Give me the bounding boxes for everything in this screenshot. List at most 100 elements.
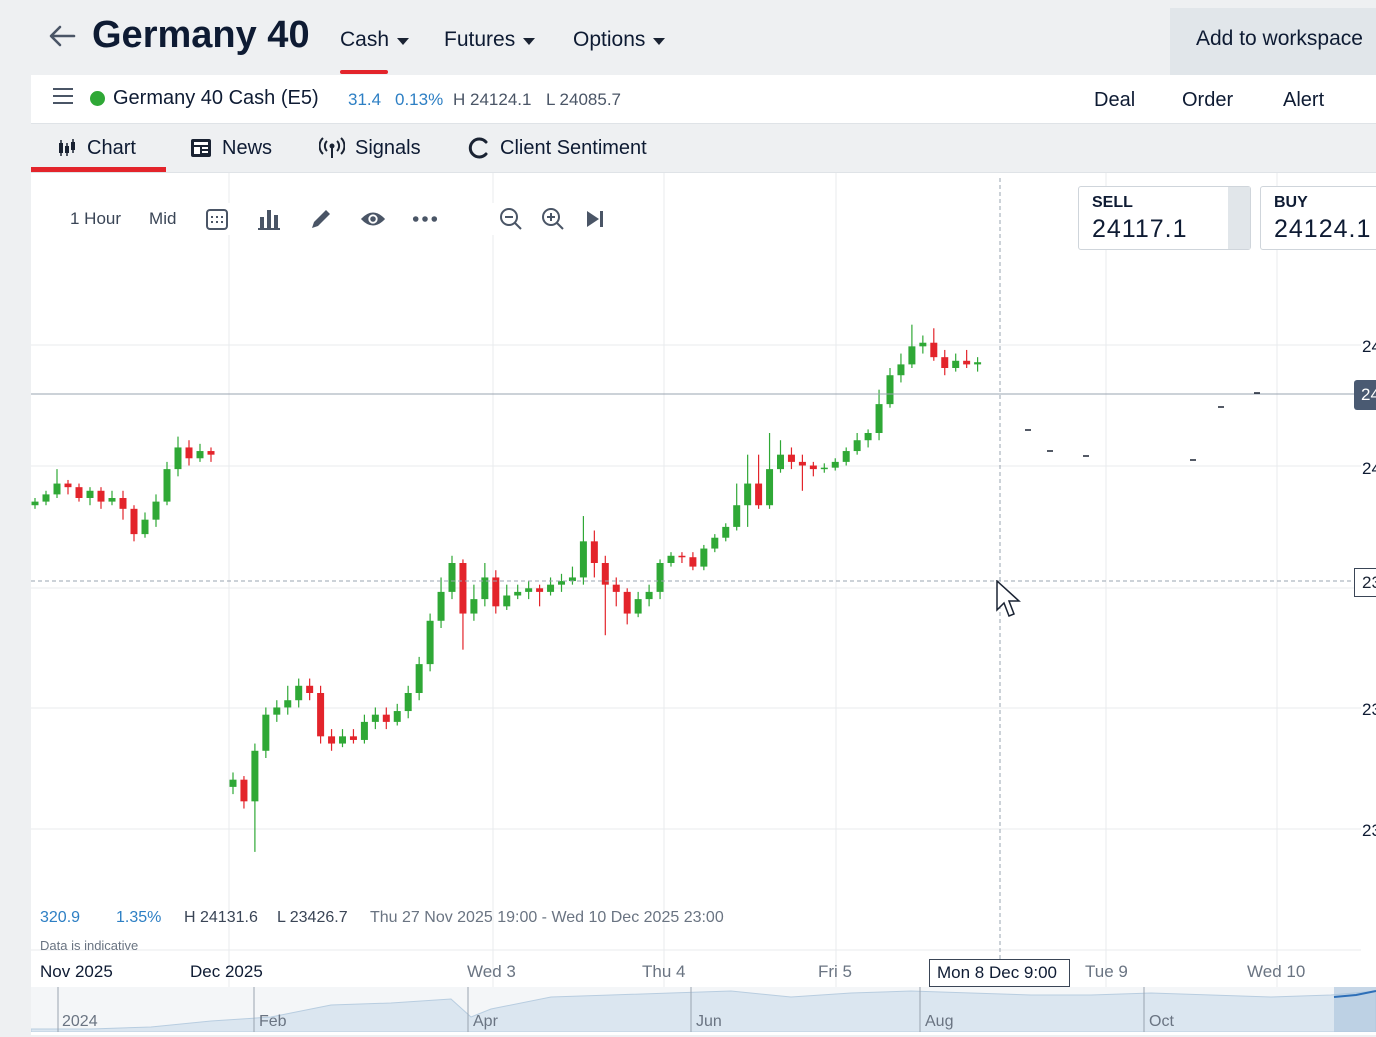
order-button[interactable]: Order: [1182, 89, 1234, 111]
tab-news-label: News: [222, 136, 273, 159]
candle-body: [262, 714, 270, 751]
candle-body: [766, 469, 774, 506]
chevron-down-icon: [653, 37, 666, 45]
tab-signals-label: Signals: [355, 136, 421, 159]
candle-body: [152, 501, 160, 520]
candle-body: [415, 664, 423, 693]
candles-layer: [31, 324, 982, 852]
deal-button[interactable]: Deal: [1094, 89, 1136, 111]
candle-body: [229, 779, 237, 787]
y-axis-label: 24: [1362, 459, 1376, 478]
candles-icon: [59, 139, 75, 156]
candle-body: [525, 588, 533, 592]
tab-cash-indicator: [340, 70, 388, 74]
broadcast-icon: [319, 137, 345, 158]
visibility-eye-icon[interactable]: [360, 206, 386, 232]
candle-body: [163, 469, 171, 502]
candle-body: [426, 620, 434, 665]
instrument-panel: Germany 40 Cash (E5) 31.4 0.13% H 24124.…: [31, 75, 1376, 1035]
candle-body: [185, 447, 193, 459]
candle-body: [820, 467, 828, 470]
jump-to-latest-icon[interactable]: [582, 206, 608, 232]
candle-body: [842, 451, 850, 462]
zoom-out-icon[interactable]: [498, 206, 524, 232]
price-type-select[interactable]: Mid: [149, 209, 177, 228]
candle-body: [108, 498, 116, 502]
candle-body: [678, 555, 686, 558]
candle-body: [251, 750, 259, 802]
navigator-label: Jun: [696, 1013, 722, 1030]
interval-select[interactable]: 1 Hour: [70, 209, 122, 228]
add-to-workspace-button[interactable]: Add to workspace: [1170, 8, 1376, 75]
tab-signals[interactable]: Signals: [319, 124, 421, 172]
candle-body: [963, 360, 971, 365]
candle-body: [831, 461, 839, 468]
navigator-sparkline: [30, 987, 1376, 1033]
calendar-icon[interactable]: [204, 206, 230, 232]
candle-body: [733, 505, 741, 527]
tab-cash[interactable]: Cash: [340, 28, 410, 52]
tab-options[interactable]: Options: [573, 28, 666, 52]
more-options-icon[interactable]: [412, 206, 438, 232]
price-chart[interactable]: 1 Hour Mid: [31, 173, 1376, 988]
chart-type-icon[interactable]: [256, 206, 282, 232]
menu-icon[interactable]: [53, 88, 73, 106]
candle-body: [930, 342, 938, 358]
sell-price: 24117.1: [1092, 215, 1188, 243]
candle-body: [908, 346, 916, 365]
sell-button[interactable]: SELL 24117.1: [1078, 186, 1251, 250]
tab-chart[interactable]: Chart: [57, 124, 136, 172]
candle-body: [273, 707, 281, 715]
price-change-percent: 0.13%: [395, 90, 444, 109]
candle-body: [31, 501, 39, 506]
x-axis-label: Tue 9: [1085, 962, 1128, 981]
range-navigator[interactable]: [30, 987, 1376, 1033]
crosshair-date-label: Mon 8 Dec 9:00: [929, 959, 1070, 987]
candle-body: [196, 451, 204, 459]
navigator-label: Oct: [1149, 1013, 1174, 1030]
range-change-percent: 1.35%: [116, 909, 162, 926]
navigator-label: Feb: [259, 1013, 287, 1030]
alert-button[interactable]: Alert: [1283, 89, 1325, 111]
newspaper-icon: [191, 139, 211, 157]
candle-body: [558, 581, 565, 585]
candle-body: [744, 483, 752, 506]
chevron-down-icon: [523, 37, 536, 45]
price-change: 31.4: [348, 90, 382, 109]
candle-body: [547, 584, 555, 592]
candle-body: [295, 685, 303, 701]
x-axis-label: Wed 10: [1247, 962, 1306, 981]
instrument-name: Germany 40 Cash (E5): [113, 87, 319, 109]
back-arrow-icon[interactable]: [46, 20, 78, 52]
candle-body: [853, 440, 861, 452]
sell-label: SELL: [1092, 194, 1133, 211]
tab-futures[interactable]: Futures: [444, 28, 536, 52]
candlestick-chart[interactable]: [31, 173, 1376, 988]
candle-body: [53, 483, 61, 495]
candle-body: [601, 563, 609, 585]
y-axis-label: 24: [1362, 337, 1376, 356]
tab-news[interactable]: News: [190, 124, 272, 172]
data-indicative-note: Data is indicative: [40, 938, 139, 953]
zoom-in-icon[interactable]: [540, 206, 566, 232]
navigator-label: 2024: [62, 1013, 98, 1030]
candle-body: [393, 711, 401, 722]
candle-body: [612, 584, 620, 592]
buy-button[interactable]: BUY 24124.1: [1260, 186, 1376, 250]
crosshair-price-tag: 23: [1354, 568, 1376, 597]
candle-body: [579, 541, 587, 578]
candle-body: [86, 490, 94, 498]
navigator-selection: [1334, 987, 1376, 1032]
x-axis-label: Fri 5: [818, 962, 852, 981]
tab-cash-label: Cash: [340, 28, 390, 51]
draw-pencil-icon[interactable]: [308, 206, 334, 232]
candle-body: [448, 563, 456, 592]
tab-client-sentiment[interactable]: Client Sentiment: [468, 124, 647, 172]
candle-body: [328, 736, 336, 744]
candle-body: [919, 342, 927, 347]
sell-button-edge: [1228, 187, 1250, 249]
candle-body: [875, 404, 883, 433]
candle-body: [809, 465, 817, 470]
candle-body: [886, 375, 894, 405]
candle-body: [339, 736, 346, 744]
